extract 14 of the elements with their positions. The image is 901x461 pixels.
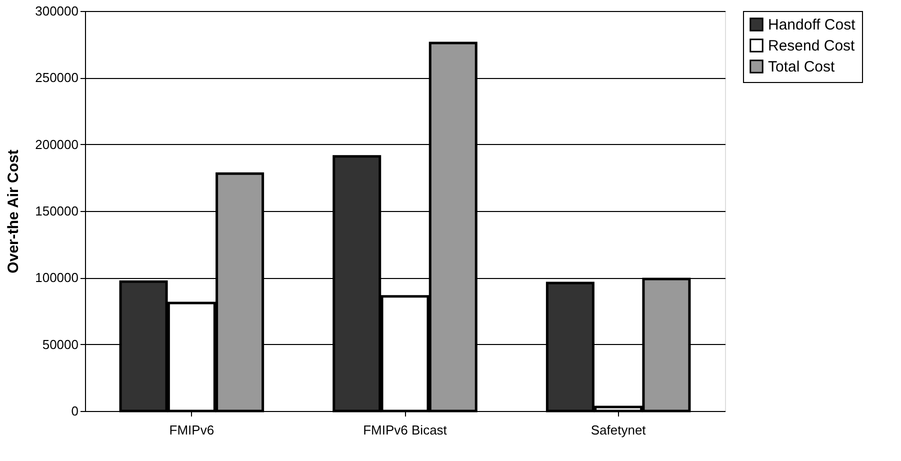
x-tick-label: FMIPv6 [169, 422, 214, 438]
y-axis-title: Over-the Air Cost [5, 150, 22, 274]
y-tick-label: 50000 [42, 336, 78, 352]
y-tick-label: 250000 [35, 70, 78, 86]
y-tick-label: 300000 [35, 4, 78, 18]
legend-label: Handoff Cost [768, 16, 856, 34]
y-tick-label: 200000 [35, 136, 78, 152]
x-tick-label: Safetynet [590, 422, 646, 438]
y-tick-label: 150000 [35, 204, 78, 218]
legend-label: Resend Cost [768, 38, 856, 54]
legend-label: Total Cost [768, 58, 836, 76]
y-tick-label: 0 [71, 404, 78, 418]
y-tick-label: 100000 [35, 270, 78, 286]
x-tick-label: FMIPv6 Bicast [363, 422, 448, 438]
